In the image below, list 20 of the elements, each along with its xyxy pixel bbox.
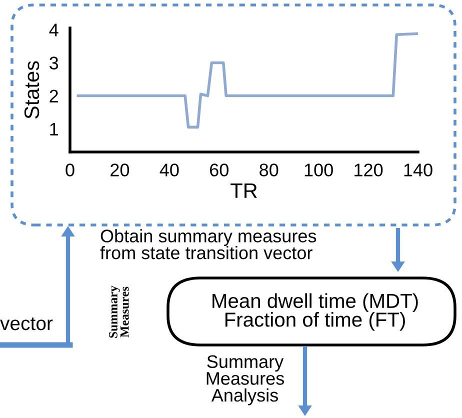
x-tick-label: 80 bbox=[260, 164, 278, 176]
x-tick-label: 0 bbox=[66, 164, 74, 176]
x-tick-label: 20 bbox=[110, 164, 130, 176]
x-tick-label: 60 bbox=[210, 164, 228, 176]
text: Summary Measures Analysis bbox=[206, 355, 284, 406]
x-tick-label: 140 bbox=[404, 164, 432, 176]
y-axis-title: States bbox=[24, 61, 40, 119]
y-tick-label: 2 bbox=[50, 90, 58, 102]
x-axis-title: TR bbox=[230, 183, 257, 198]
text: Mean dwell time (MDT) Fraction of time (FT) bbox=[212, 293, 418, 331]
y-tick-label: 3 bbox=[50, 56, 58, 70]
x-tick-label: 40 bbox=[160, 164, 179, 176]
line-series bbox=[76, 32, 418, 129]
text: Obtain summary measures from state transition vector bbox=[100, 229, 316, 260]
text: vector bbox=[0, 317, 53, 330]
text: Summary Measures bbox=[109, 286, 129, 338]
y-tick-label: 1 bbox=[50, 122, 58, 136]
x-tick-label: 120 bbox=[354, 164, 383, 176]
x-tick-label: 100 bbox=[304, 164, 333, 176]
y-tick-label: 4 bbox=[49, 24, 58, 36]
